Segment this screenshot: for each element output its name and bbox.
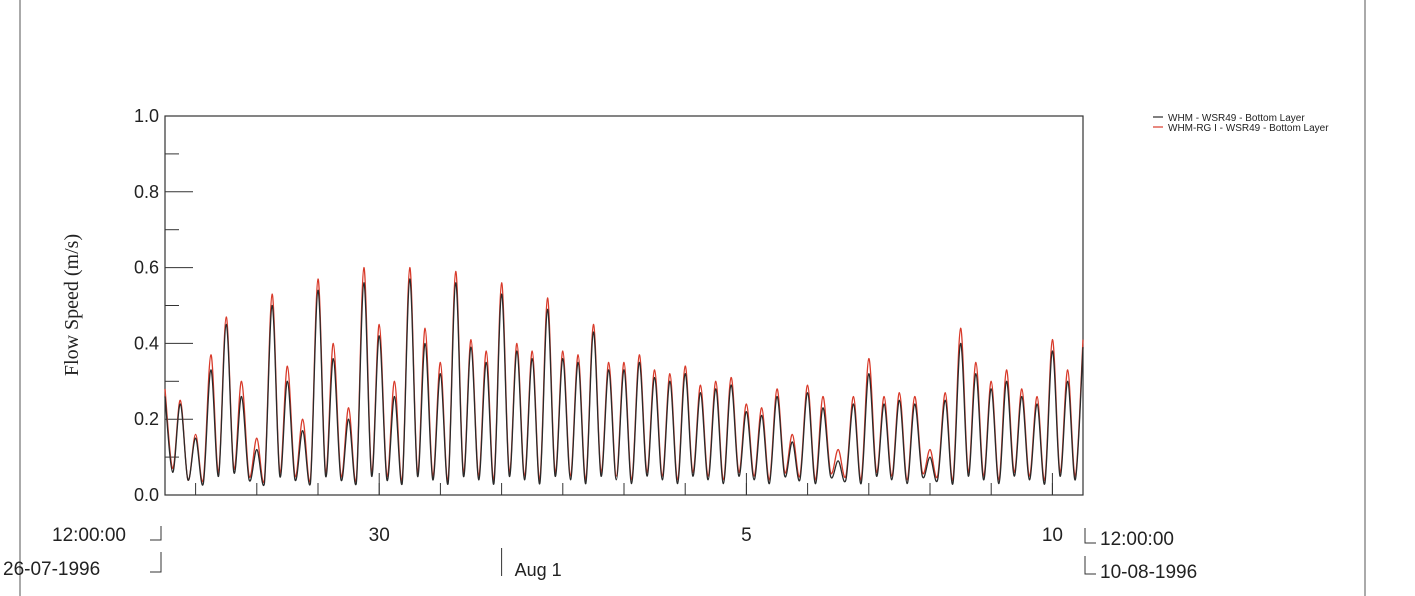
x-tick-label-0: 30 (369, 525, 390, 546)
start-date-label: 26-07-1996 (3, 559, 100, 580)
y-axis-label: Flow Speed (m/s) (61, 234, 83, 376)
plot-area-frame (164, 115, 1084, 496)
y-tick-label-5: 1.0 (134, 106, 159, 126)
y-tick-label-3: 0.6 (134, 258, 159, 278)
end-time-label: 12:00:00 (1100, 529, 1174, 550)
legend: WHM - WSR49 - Bottom Layer WHM-RG I - WS… (1153, 113, 1329, 134)
start-date-bracket (150, 552, 162, 573)
month-marker-label: Aug 1 (515, 560, 562, 580)
y-ticks: 0.0 0.2 0.4 0.6 0.8 1.0 (134, 106, 193, 505)
y-tick-label-1: 0.2 (134, 409, 159, 429)
series-line-0 (164, 278, 1084, 487)
start-time-bracket (150, 526, 162, 541)
x-tick-label-1: 5 (741, 525, 752, 546)
start-time-label: 12:00:00 (52, 525, 126, 546)
legend-label-series-1: WHM-RG I - WSR49 - Bottom Layer (1168, 123, 1329, 134)
end-date-label: 10-08-1996 (1100, 562, 1197, 583)
end-date-bracket (1084, 556, 1096, 575)
y-tick-label-0: 0.0 (134, 485, 159, 505)
y-tick-label-2: 0.4 (134, 333, 159, 353)
x-ticks: 30 5 10 (195, 473, 1063, 546)
legend-label-series-0: WHM - WSR49 - Bottom Layer (1168, 113, 1305, 124)
series-line-1 (164, 266, 1084, 484)
series-group (164, 266, 1084, 487)
end-time-bracket (1084, 528, 1096, 544)
x-tick-label-2: 10 (1042, 525, 1063, 546)
y-tick-label-4: 0.8 (134, 182, 159, 202)
